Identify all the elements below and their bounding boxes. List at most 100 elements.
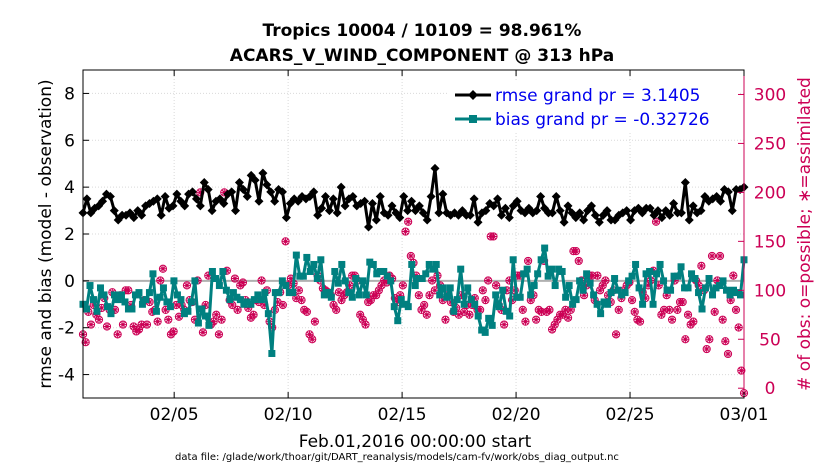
rmse-point — [82, 194, 92, 204]
x-tick-label: 02/25 — [606, 405, 655, 425]
obs-count-point — [715, 251, 725, 261]
bias-point — [201, 312, 209, 320]
obs-assimilated-marker — [490, 233, 497, 240]
obs-assimilated-marker — [660, 306, 668, 314]
obs-possible-marker — [723, 349, 733, 359]
obs-assimilated-marker — [415, 291, 423, 299]
bias-point — [278, 277, 286, 285]
rmse-point — [199, 177, 209, 187]
rmse-series — [78, 163, 749, 232]
obs-count-point — [94, 315, 104, 324]
obs-possible-marker — [302, 307, 311, 316]
obs-count-point — [651, 217, 661, 226]
rmse-point — [152, 194, 162, 204]
bias-point — [502, 307, 510, 315]
obs-assimilated-marker — [703, 345, 711, 353]
obs-assimilated-marker — [665, 306, 673, 314]
obs-count-point — [337, 295, 346, 305]
bias-point — [345, 289, 353, 297]
bias-point — [439, 284, 447, 292]
bias-point — [292, 251, 300, 259]
obs-count-point — [425, 291, 434, 300]
y2-tick-label: 250 — [754, 134, 786, 154]
obs-possible-marker — [718, 315, 727, 324]
bias-point — [723, 286, 731, 294]
obs-assimilated-marker — [492, 282, 500, 289]
obs-assimilated-marker — [551, 321, 559, 328]
rmse-point — [383, 210, 393, 220]
obs-assimilated-marker — [506, 277, 513, 284]
bias-point — [121, 298, 129, 306]
bias-point — [537, 256, 545, 264]
obs-possible-marker — [425, 291, 434, 300]
obs-assimilated-marker — [234, 306, 241, 314]
obs-assimilated-marker — [673, 306, 681, 314]
obs-possible-marker — [300, 305, 309, 314]
obs-possible-marker — [598, 281, 607, 290]
obs-possible-marker — [686, 320, 695, 329]
obs-assimilated-marker — [292, 294, 300, 302]
obs-assimilated-marker — [527, 296, 535, 304]
bias-point — [152, 307, 160, 315]
bias-point — [422, 270, 430, 278]
legend-bias-marker — [469, 115, 477, 123]
bias-point — [264, 310, 272, 318]
obs-assimilated-marker — [162, 306, 170, 314]
obs-possible-marker — [428, 276, 437, 285]
obs-possible-marker — [156, 276, 165, 285]
y2-tick-label: 50 — [759, 330, 781, 350]
obs-assimilated-marker — [522, 318, 529, 326]
obs-assimilated-marker — [338, 296, 345, 304]
obs-count-point — [417, 305, 426, 314]
rmse-point — [324, 206, 334, 216]
bias-point — [495, 303, 503, 311]
obs-count-point — [156, 276, 165, 285]
obs-assimilated-marker — [641, 294, 649, 302]
bias-point — [383, 272, 391, 280]
obs-assimilated-marker — [705, 335, 713, 343]
bias-point — [177, 296, 185, 304]
obs-possible-marker — [707, 251, 717, 261]
bias-point — [457, 265, 465, 273]
bias-point — [530, 282, 538, 290]
rmse-point — [469, 194, 479, 204]
rmse-point — [665, 210, 675, 220]
obs-assimilated-marker — [170, 328, 178, 335]
obs-possible-marker — [329, 300, 338, 310]
obs-assimilated-marker — [594, 272, 601, 280]
bias-point — [481, 328, 489, 336]
bias-point — [593, 300, 601, 308]
rmse-point — [277, 187, 287, 197]
obs-possible-marker — [356, 310, 365, 319]
bias-point — [236, 296, 244, 304]
obs-assimilated-marker — [681, 335, 689, 343]
bias-point — [338, 260, 346, 268]
bias-point — [614, 286, 622, 294]
obs-count-point — [657, 310, 666, 319]
obs-count-point — [721, 337, 730, 346]
obs-count-point — [571, 247, 581, 256]
obs-possible-marker — [574, 256, 583, 266]
obs-assimilated-marker — [143, 321, 151, 328]
rmse-point — [231, 206, 241, 216]
bias-point — [247, 300, 255, 308]
obs-possible-marker — [230, 274, 240, 283]
rmse-point — [270, 196, 280, 206]
obs-possible-marker — [563, 313, 573, 322]
bias-point — [488, 321, 496, 329]
y-tick-label: -4 — [58, 366, 75, 386]
bias-point — [628, 272, 636, 280]
obs-assimilated-marker — [564, 314, 572, 322]
obs-assimilated-marker — [367, 296, 375, 304]
bias-point — [583, 270, 591, 278]
obs-count-point — [667, 315, 677, 324]
obs-count-point — [465, 310, 474, 319]
bias-point — [219, 267, 227, 275]
obs-count-point — [428, 276, 437, 285]
bias-point — [632, 260, 640, 268]
bias-point — [222, 286, 230, 294]
rmse-point — [234, 177, 244, 187]
bias-point — [562, 293, 570, 301]
y-tick-label: 6 — [64, 131, 75, 151]
obs-assimilated-marker — [111, 306, 119, 314]
